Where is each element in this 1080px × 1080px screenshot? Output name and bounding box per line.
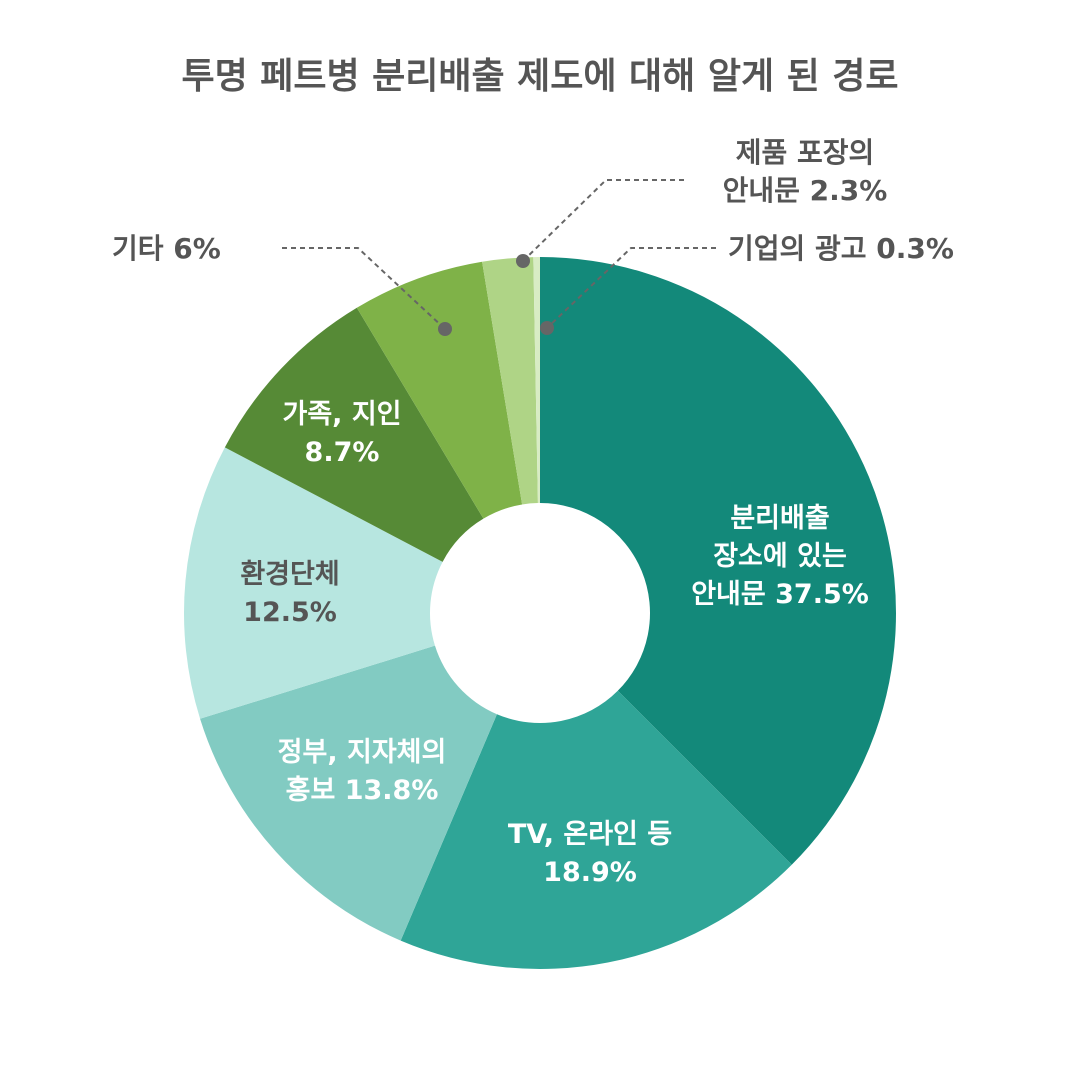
slices-layer xyxy=(183,257,897,970)
slice-label-s2: TV, 온라인 등 18.9% xyxy=(508,819,672,888)
leader-dot-s8 xyxy=(540,321,554,335)
slice-label-line: TV, 온라인 등 xyxy=(508,819,672,850)
outside-label-line: 제품 포장의 xyxy=(736,136,875,169)
slice-label-line: 안내문 37.5% xyxy=(691,579,869,610)
slice-s1 xyxy=(540,257,897,865)
leader-dot-s6 xyxy=(438,322,452,336)
slice-label-line: 18.9% xyxy=(543,857,637,888)
leaders-layer xyxy=(282,179,716,336)
slice-s3 xyxy=(200,645,497,941)
slice-label-line: 환경단체 xyxy=(240,559,339,590)
outside-label-line: 안내문 2.3% xyxy=(723,174,888,207)
slice-label-s5: 가족, 지인 8.7% xyxy=(282,399,401,468)
slice-label-line: 홍보 13.8% xyxy=(286,775,439,806)
slice-s6 xyxy=(356,261,523,519)
slice-s2 xyxy=(400,690,792,970)
slice-label-line: 정부, 지자체의 xyxy=(278,737,447,768)
outside-label-line: 기타 6% xyxy=(112,232,221,265)
slice-label-s4: 환경단체 12.5% xyxy=(240,559,339,628)
outside-label-s8: 기업의 광고 0.3% xyxy=(728,232,954,265)
chart-title: 투명 페트병 분리배출 제도에 대해 알게 된 경로 xyxy=(181,56,898,97)
leader-line-s6 xyxy=(282,247,446,330)
leader-dot-s7 xyxy=(516,254,530,268)
slice-label-line: 8.7% xyxy=(305,437,380,468)
leader-line-s7 xyxy=(522,179,684,262)
slice-label-line: 가족, 지인 xyxy=(282,399,401,430)
leader-line-s8 xyxy=(546,247,716,329)
slice-s5 xyxy=(224,307,484,562)
slice-label-line: 장소에 있는 xyxy=(713,541,847,572)
slice-label-line: 12.5% xyxy=(243,597,337,628)
outside-label-line: 기업의 광고 0.3% xyxy=(728,232,954,265)
outside-label-s6: 기타 6% xyxy=(112,232,221,265)
slice-label-line: 분리배출 xyxy=(730,503,829,534)
slice-s8 xyxy=(533,257,540,504)
slice-s7 xyxy=(482,257,538,505)
slice-s4 xyxy=(183,447,443,719)
